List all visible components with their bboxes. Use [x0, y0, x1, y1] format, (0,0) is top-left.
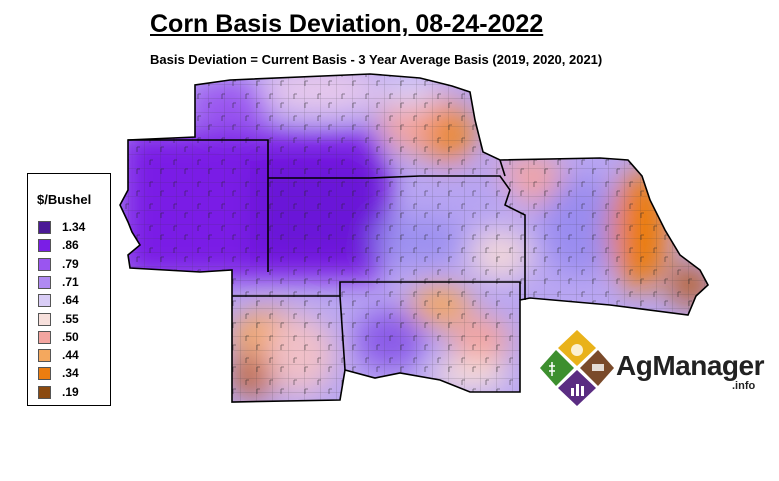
- logo-suffix: .info: [732, 380, 756, 392]
- legend-swatch: [38, 239, 51, 253]
- legend-label: .86: [62, 238, 79, 253]
- legend-swatch: [38, 294, 51, 308]
- legend-label: 1.34: [62, 220, 86, 234]
- legend-label: .19: [62, 384, 79, 399]
- legend-item: .71: [38, 275, 108, 291]
- map-subtitle: Basis Deviation = Current Basis - 3 Year…: [150, 52, 603, 67]
- legend-label: .55: [62, 311, 79, 326]
- agmanager-logo: AgManager .info: [540, 328, 765, 408]
- legend-swatch: [38, 257, 51, 271]
- legend-item: .86: [38, 238, 108, 254]
- legend-label: .44: [62, 348, 79, 363]
- legend-item: .44: [38, 348, 108, 364]
- legend-swatch: [38, 385, 51, 399]
- legend-swatch: [38, 349, 51, 363]
- legend-label: .50: [62, 329, 79, 344]
- agmanager-logo-icon: [540, 330, 614, 406]
- map-title: Corn Basis Deviation, 08-24-2022: [150, 10, 544, 38]
- legend-swatch: [38, 221, 51, 234]
- legend-item: .64: [38, 293, 108, 309]
- legend-swatch: [38, 367, 51, 381]
- legend-swatch: [38, 312, 51, 326]
- legend-item: 1.34: [38, 220, 108, 236]
- state-borders: [119, 73, 709, 403]
- legend-box: $/Bushel 1.34 .86 .79 .71 .64 .55 .50 .44 .34 .19: [27, 173, 111, 406]
- legend-item: .34: [38, 366, 108, 382]
- legend-label: .34: [62, 366, 79, 381]
- legend-title: $/Bushel: [37, 192, 92, 207]
- legend-swatch: [38, 330, 51, 344]
- legend-item: .19: [38, 385, 108, 401]
- legend-item: .55: [38, 312, 108, 328]
- legend-swatch: [38, 275, 51, 289]
- legend-item: .50: [38, 330, 108, 346]
- legend-label: .64: [62, 293, 79, 308]
- logo-wordmark: AgManager: [616, 350, 764, 381]
- legend-label: .79: [62, 256, 79, 271]
- legend-label: .71: [62, 274, 79, 289]
- legend-item: .79: [38, 257, 108, 273]
